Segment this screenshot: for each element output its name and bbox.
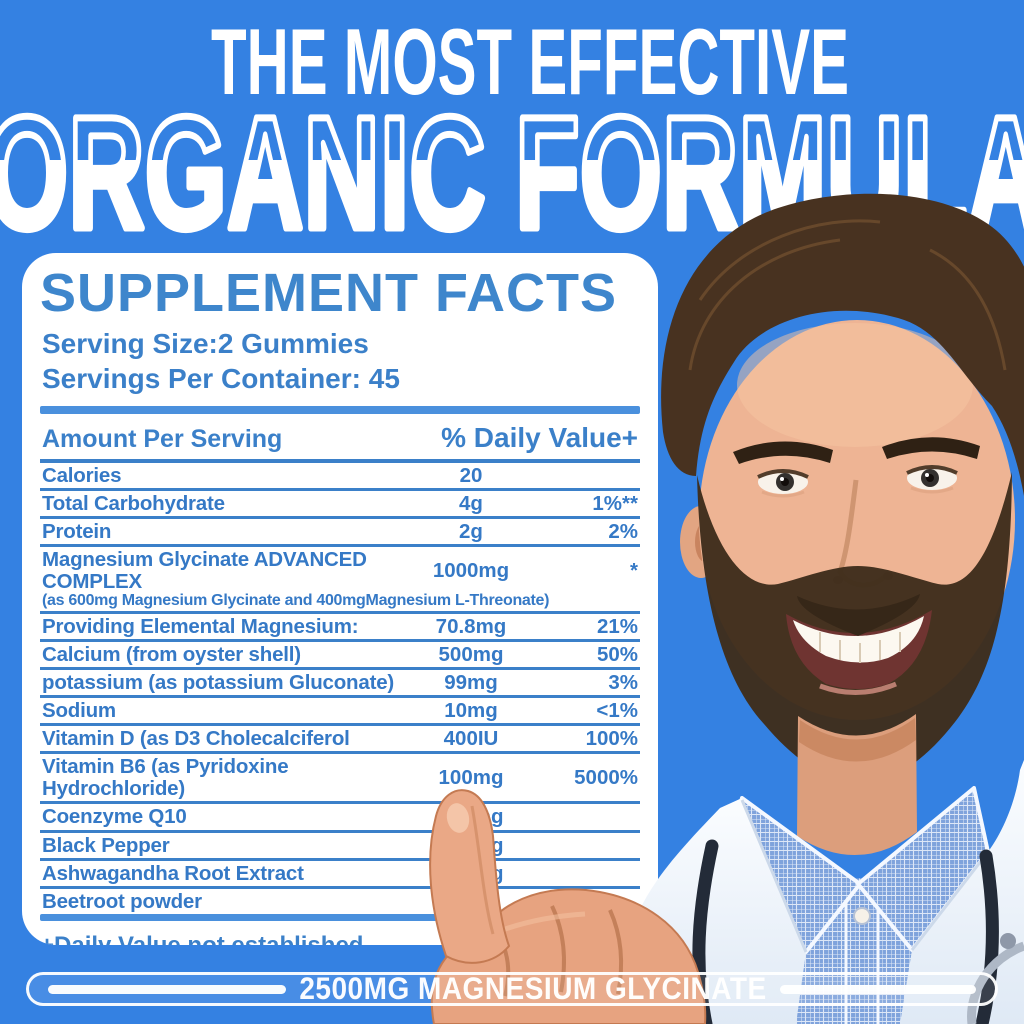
- headline-line1: THE MOST EFFECTIVE: [0, 9, 1024, 116]
- row-dv: 3%: [608, 670, 638, 694]
- doctor-eyebrows: [733, 437, 980, 464]
- table-row-vitamin-d: Vitamin D (as D3 Cholecalciferol 400IU 1…: [40, 726, 640, 755]
- row-dv: <1%: [596, 698, 638, 722]
- divider-thick-top: [40, 405, 640, 414]
- row-amount: 100mg: [438, 805, 504, 829]
- row-amount: 10mg: [444, 698, 498, 722]
- row-label: Calories: [42, 463, 122, 487]
- table-row-vitamin-b6: Vitamin B6 (as Pyridoxine Hydrochloride)…: [40, 754, 640, 805]
- headline-line2-outline: ORGANIC FORMULA: [0, 96, 1024, 246]
- doctor-face: [699, 320, 1015, 720]
- table-row-carbohydrate: Total Carbohydrate 4g 1%**: [40, 491, 640, 519]
- row-label: Black Pepper: [42, 833, 170, 857]
- row-dv: 50%: [596, 642, 638, 666]
- banner-left-bar: [48, 984, 287, 994]
- row-main-line: Magnesium Glycinate ADVANCED COMPLEX 100…: [42, 548, 638, 594]
- row-dv: *: [630, 559, 638, 583]
- doctor-eyes: [757, 465, 958, 498]
- row-label: Magnesium Glycinate ADVANCED COMPLEX: [42, 548, 367, 594]
- row-label: Protein: [42, 519, 112, 543]
- shirt-button: [853, 907, 871, 925]
- row-label: potassium (as potassium Gluconate): [42, 670, 395, 694]
- row-label: Coenzyme Q10: [42, 805, 187, 829]
- table-row-ashwagandha: Ashwagandha Root Extract 100mg: [40, 861, 640, 889]
- doctor-nose: [833, 479, 893, 588]
- row-amount: 100mg: [438, 766, 504, 790]
- servings-per-container: Servings Per Container: 45: [42, 362, 400, 394]
- row-label: Vitamin B6 (as Pyridoxine Hydrochloride): [42, 755, 289, 801]
- row-amount: 99mg: [444, 670, 498, 694]
- table-row-protein: Protein 2g 2%: [40, 519, 640, 548]
- table-row-black-pepper: Black Pepper 100mg: [40, 833, 640, 861]
- table-row-coenzyme-q10: Coenzyme Q10 100mg: [40, 804, 640, 833]
- table-row-beetroot: Beetroot powder 50mg: [40, 889, 640, 914]
- row-dv: 5000%: [574, 766, 638, 790]
- row-amount: 400IU: [443, 727, 499, 751]
- doctor-beard: [697, 472, 1012, 786]
- row-label: Sodium: [42, 698, 116, 722]
- table-header: Amount Per Serving % Daily Value+: [40, 414, 640, 463]
- row-label: Providing Elemental Magnesium:: [42, 614, 359, 638]
- column-dv-header: % Daily Value+: [441, 421, 638, 453]
- table-row-sodium: Sodium 10mg <1%: [40, 698, 640, 727]
- table-row-calcium: Calcium (from oyster shell) 500mg 50%: [40, 642, 640, 670]
- row-label: Ashwagandha Root Extract: [42, 861, 304, 885]
- supplement-facts-panel: SUPPLEMENT FACTS Serving Size:2 Gummies …: [22, 253, 658, 945]
- headline-line1-svg: THE MOST EFFECTIVE: [211, 9, 849, 114]
- table-row-calories: Calories 20: [40, 463, 640, 491]
- supplement-facts-title: SUPPLEMENT FACTS: [40, 263, 618, 323]
- row-dv: 2%: [608, 519, 638, 543]
- headline-line1-text: THE MOST EFFECTIVE: [211, 24, 849, 114]
- row-subtext: (as 600mg Magnesium Glycinate and 400mgM…: [42, 592, 550, 610]
- row-amount: 100mg: [438, 861, 504, 885]
- bottom-banner: 2500MG MAGNESIUM GLYCINATE: [26, 971, 998, 1006]
- row-dv: 1%**: [592, 491, 638, 515]
- row-amount: 500mg: [438, 642, 504, 666]
- row-label: Calcium (from oyster shell): [42, 642, 301, 666]
- row-dv: 100%: [585, 727, 638, 751]
- doctor-smile: [786, 594, 932, 696]
- row-label: Total Carbohydrate: [42, 491, 225, 515]
- footnotes: +Daily Value not established **Percent D…: [40, 930, 640, 945]
- doctor-neck: [797, 714, 917, 856]
- row-amount: 1000mg: [432, 559, 510, 583]
- table-row-magnesium-complex: Magnesium Glycinate ADVANCED COMPLEX 100…: [40, 547, 640, 614]
- footnote-daily-value: +Daily Value not established: [40, 930, 640, 945]
- doctor-ear: [680, 506, 722, 578]
- row-amount: 2g: [459, 519, 483, 543]
- row-label: Vitamin D (as D3 Cholecalciferol: [42, 727, 350, 751]
- column-amount-header: Amount Per Serving: [42, 424, 283, 453]
- table-row-potassium: potassium (as potassium Gluconate) 99mg …: [40, 670, 640, 698]
- table-row-elemental-magnesium: Providing Elemental Magnesium: 70.8mg 21…: [40, 614, 640, 642]
- row-amount: 100mg: [438, 833, 504, 857]
- row-amount: 20: [459, 463, 483, 487]
- row-amount: 4g: [459, 491, 483, 515]
- banner-right-bar: [779, 984, 976, 994]
- divider-thick-bottom: [40, 913, 640, 921]
- headline-line2-svg: ORGANIC FORMULA ORGANIC FORMULA: [0, 86, 1024, 256]
- serving-size: Serving Size:2 Gummies: [42, 328, 369, 360]
- row-label: Beetroot powder: [42, 889, 202, 913]
- row-amount: 70.8mg: [435, 614, 507, 638]
- row-dv: 21%: [596, 614, 638, 638]
- headline-line2: ORGANIC FORMULA ORGANIC FORMULA: [0, 86, 1024, 256]
- banner-text: 2500MG MAGNESIUM GLYCINATE: [299, 971, 767, 1006]
- row-amount: 50mg: [444, 889, 498, 913]
